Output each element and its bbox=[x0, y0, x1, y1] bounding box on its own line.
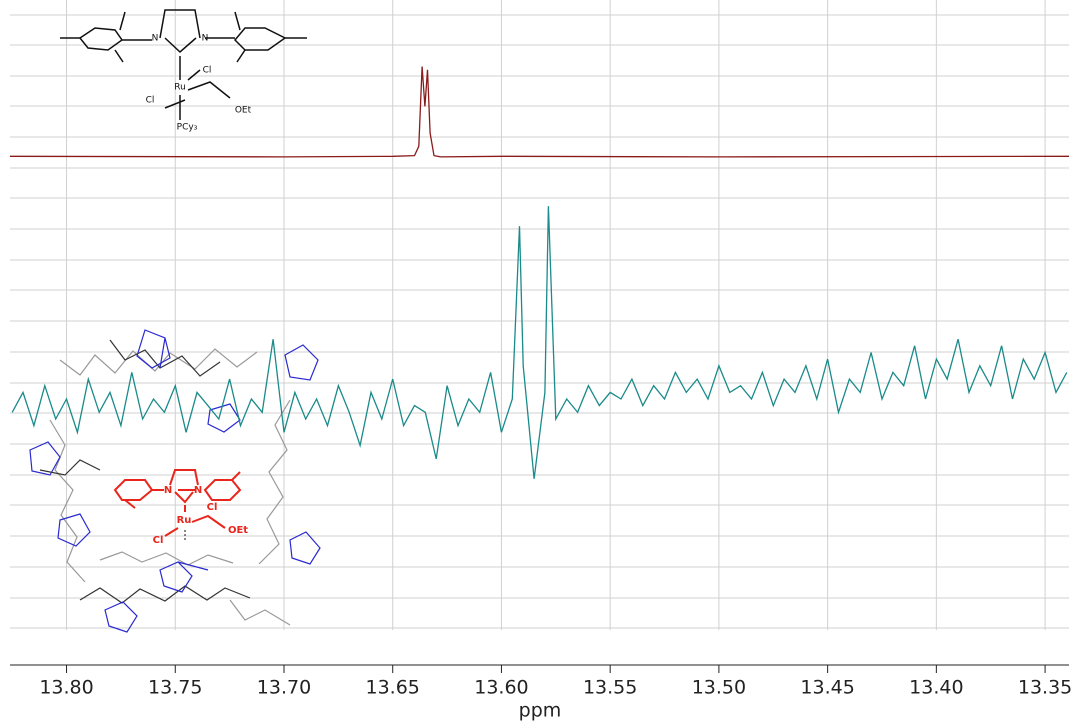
x-tick-label: 13.60 bbox=[474, 677, 528, 699]
structure-label: Ru bbox=[177, 515, 192, 526]
structure-label: N bbox=[194, 485, 202, 496]
vertical-grid bbox=[66, 0, 1046, 630]
horizontal-grid bbox=[10, 14, 1069, 629]
molecule-top bbox=[60, 9, 307, 120]
x-tick-label: 13.70 bbox=[257, 677, 311, 699]
x-tick-label: 13.45 bbox=[800, 677, 854, 699]
traces bbox=[9, 66, 1070, 479]
structure-label: Ru bbox=[174, 83, 186, 93]
x-axis-label: ppm bbox=[519, 700, 562, 722]
x-tick-label: 13.65 bbox=[366, 677, 420, 699]
structure-label: OEt bbox=[235, 106, 252, 116]
structure-label: PCy₃ bbox=[177, 123, 198, 133]
structure-label: N bbox=[164, 485, 172, 496]
structure-label: Cl bbox=[203, 66, 212, 76]
structure-label: N bbox=[152, 34, 159, 44]
x-tick-label: 13.75 bbox=[148, 677, 202, 699]
molecule-red bbox=[113, 469, 242, 540]
x-tick-label: 13.80 bbox=[39, 677, 93, 699]
structure-label: OEt bbox=[228, 525, 248, 536]
structure-label: Cl bbox=[146, 96, 155, 106]
structure-label: N bbox=[202, 34, 209, 44]
structure-label: Cl bbox=[207, 502, 218, 513]
spectrum-line bbox=[9, 66, 1070, 158]
x-tick-label: 13.55 bbox=[583, 677, 637, 699]
annotations: N N Ru Cl Cl OEt PCy₃ N N Ru Cl Cl OEt bbox=[146, 34, 252, 547]
spectrum-line bbox=[11, 206, 1068, 479]
x-tick-label: 13.50 bbox=[692, 677, 746, 699]
polymer-shell bbox=[29, 329, 321, 633]
structure-label: Cl bbox=[153, 535, 164, 546]
x-tick-label: 13.40 bbox=[909, 677, 963, 699]
x-tick-label: 13.35 bbox=[1018, 677, 1071, 699]
